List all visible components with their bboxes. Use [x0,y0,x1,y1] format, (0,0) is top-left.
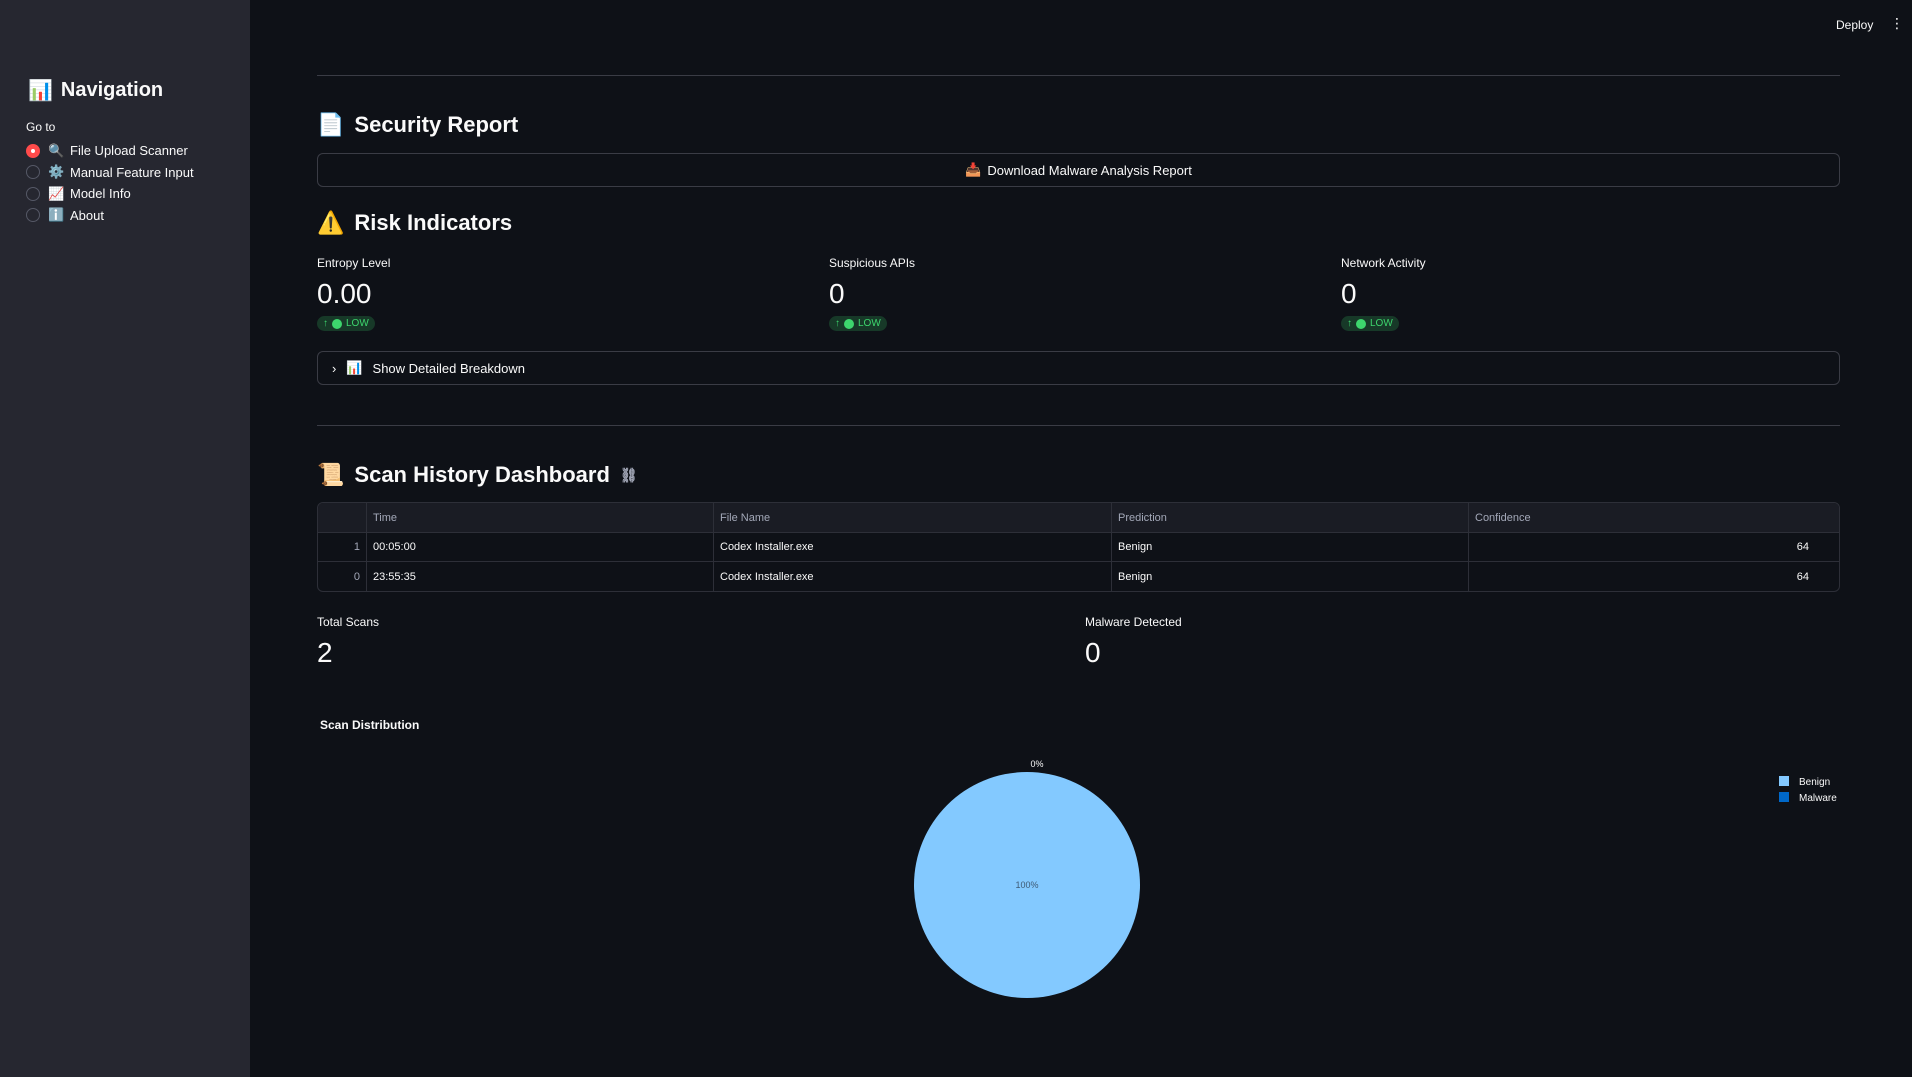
radio-button[interactable] [26,186,40,201]
bar-chart-icon: 📊 [346,360,363,375]
metric-value: 0 [1085,637,1101,668]
sidebar: 📊 Navigation Go to 🔍 File Upload Scanner… [0,0,250,1077]
download-report-button[interactable]: 📥 Download Malware Analysis Report [317,153,1840,187]
metric-value: 0 [1341,278,1357,309]
arrow-up-icon: ↑ [835,318,840,329]
document-icon: 📄 [317,112,345,137]
legend-label-benign[interactable]: Benign [1799,777,1830,788]
magnifier-icon: 🔍 [48,142,65,158]
metric-value: 2 [317,637,333,668]
pie-chart-svg[interactable]: 100% 0% Benign Malware [317,740,1840,1040]
gear-icon: ⚙️ [48,164,65,180]
metric-suspicious-apis: Suspicious APIs 0 ↑ LOW [829,256,915,331]
scan-history-table[interactable]: Time File Name Prediction Confidence 1 0… [317,502,1840,592]
security-report-heading: 📄 Security Report [317,112,519,137]
metric-label: Malware Detected [1085,615,1182,629]
cell-confidence[interactable]: 64 [1796,541,1809,553]
nav-item-manual-feature-input[interactable]: ⚙️ Manual Feature Input [26,162,194,184]
metric-entropy-level: Entropy Level 0.00 ↑ LOW [317,256,390,331]
row-index: 0 [318,562,367,591]
legend-swatch-benign[interactable] [1779,776,1789,786]
navigation-radio-group: 🔍 File Upload Scanner ⚙️ Manual Feature … [26,140,194,226]
pie-label-benign: 100% [1015,880,1038,890]
chart-title: Scan Distribution [320,718,420,732]
warning-icon: ⚠️ [317,210,345,235]
cell-time[interactable]: 23:55:35 [367,562,714,591]
metric-malware-detected: Malware Detected 0 [1085,615,1182,669]
radio-button-selected[interactable] [26,143,40,158]
metric-label: Suspicious APIs [829,256,916,270]
divider [317,425,1840,426]
nav-item-label: File Upload Scanner [70,143,188,159]
metric-label: Total Scans [317,615,380,629]
cell-confidence[interactable]: 64 [1796,570,1809,583]
divider [317,75,1840,76]
table-header-row: Time File Name Prediction Confidence [318,503,1839,533]
row-index: 1 [318,533,367,561]
cell-file-name[interactable]: Codex Installer.exe [714,533,1112,561]
column-header-file-name[interactable]: File Name [714,503,1112,532]
deploy-button[interactable]: Deploy [1836,18,1874,32]
scan-history-heading: 📜 Scan History Dashboard ⛓ [317,462,638,487]
nav-item-model-info[interactable]: 📈 Model Info [26,183,194,205]
legend-label-malware[interactable]: Malware [1799,793,1837,804]
metric-label: Network Activity [1341,256,1426,270]
download-button-label: Download Malware Analysis Report [987,162,1192,178]
pie-slice-benign[interactable] [914,772,1140,998]
column-header-index[interactable] [318,503,367,532]
arrow-up-icon: ↑ [323,318,328,329]
more-options-icon[interactable]: ⋮ [1890,15,1904,31]
scan-distribution-chart[interactable]: 100% 0% Benign Malware [317,740,1840,1040]
inbox-tray-icon: 📥 [965,162,982,177]
column-header-confidence[interactable]: Confidence [1475,511,1531,524]
scroll-icon: 📜 [317,462,345,487]
green-circle-icon [332,318,342,329]
cell-time[interactable]: 00:05:00 [367,533,714,561]
nav-item-label: Model Info [70,186,131,202]
pie-label-malware: 0% [1030,759,1043,769]
nav-item-about[interactable]: ℹ️ About [26,205,194,227]
radio-button[interactable] [26,208,40,223]
cell-prediction[interactable]: Benign [1112,562,1469,591]
trend-chart-icon: 📈 [48,185,65,201]
detailed-breakdown-expander[interactable]: › 📊 Show Detailed Breakdown [317,351,1840,385]
legend-swatch-malware[interactable] [1779,792,1789,802]
column-header-time[interactable]: Time [367,503,714,532]
chart-icon: 📊 [28,80,53,102]
info-icon: ℹ️ [48,207,65,223]
column-header-prediction[interactable]: Prediction [1112,503,1469,532]
metric-value: 0.00 [317,278,372,309]
goto-label: Go to [26,120,56,134]
cell-file-name[interactable]: Codex Installer.exe [714,562,1112,591]
radio-button[interactable] [26,165,40,180]
metric-value: 0 [829,278,845,309]
nav-item-label: Manual Feature Input [70,164,194,180]
green-circle-icon [844,318,854,329]
cell-prediction[interactable]: Benign [1112,533,1469,561]
nav-item-file-upload-scanner[interactable]: 🔍 File Upload Scanner [26,140,194,162]
metric-network-activity: Network Activity 0 ↑ LOW [1341,256,1426,331]
table-row[interactable]: 1 00:05:00 Codex Installer.exe Benign 64 [318,533,1839,562]
chevron-right-icon: › [332,360,337,376]
metric-delta-badge: ↑ LOW [317,316,375,331]
nav-item-label: About [70,207,104,223]
expander-label: Show Detailed Breakdown [372,360,526,376]
metric-delta-badge: ↑ LOW [829,316,887,331]
risk-indicators-heading: ⚠️ Risk Indicators [317,210,513,235]
metric-label: Entropy Level [317,256,391,270]
metric-total-scans: Total Scans 2 [317,615,379,669]
table-row[interactable]: 0 23:55:35 Codex Installer.exe Benign 64 [318,562,1839,591]
arrow-up-icon: ↑ [1347,318,1352,329]
metric-delta-badge: ↑ LOW [1341,316,1399,331]
green-circle-icon [1356,318,1366,329]
sidebar-title: 📊 Navigation [28,79,164,102]
link-icon[interactable]: ⛓ [619,466,638,483]
